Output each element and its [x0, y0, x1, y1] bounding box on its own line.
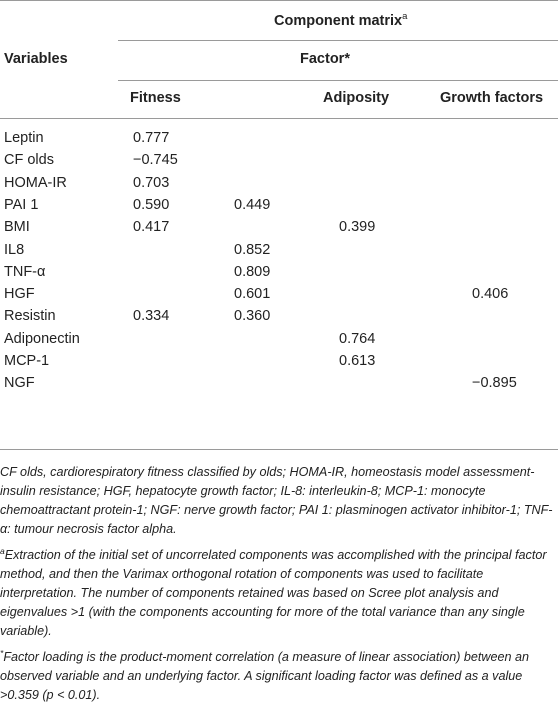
variable-name: Leptin [4, 130, 44, 146]
variables-heading: Variables [4, 51, 68, 67]
variable-name: Adiponectin [4, 330, 80, 347]
column-header-fitness: Fitness [130, 90, 181, 106]
variable-name: MCP-1 [4, 353, 50, 369]
column-header-adiposity: Adiposity [323, 90, 390, 106]
footnote-a: aExtraction of the initial set of uncorr… [0, 546, 547, 639]
component-matrix-heading: Component matrixa [274, 11, 408, 29]
variable-name: HGF [4, 286, 35, 303]
table-top-rule [0, 0, 558, 1]
loading-factor-2: 0.601 [234, 286, 271, 303]
table-bottom-rule [0, 449, 558, 450]
loading-factor-2: 0.852 [234, 241, 271, 258]
footnote-star: *Factor loading is the product-moment co… [0, 648, 530, 703]
heading-rule-1 [118, 40, 558, 41]
loading-fitness: 0.417 [133, 219, 170, 236]
loading-growth-factors: 0.406 [472, 286, 509, 303]
loading-factor-2: 0.809 [234, 263, 271, 280]
heading-rule-2 [118, 80, 558, 81]
loading-adiposity: 0.399 [339, 219, 376, 236]
variable-name: IL8 [4, 241, 25, 258]
loading-fitness: 0.334 [133, 308, 170, 325]
loading-fitness: 0.590 [133, 196, 170, 213]
footnote-abbreviations: CF olds, cardiorespiratory fitness class… [0, 465, 553, 536]
factor-heading: Factor* [300, 51, 350, 67]
loading-fitness: −0.745 [133, 152, 178, 169]
variable-name: HOMA-IR [4, 174, 67, 191]
variable-name: CF olds [4, 152, 54, 169]
column-header-growth-factors: Growth factors [440, 90, 544, 106]
loading-fitness: 0.777 [133, 130, 170, 146]
header-bottom-rule [0, 118, 558, 119]
loading-factor-2: 0.449 [234, 196, 271, 213]
variable-name: NGF [4, 375, 35, 392]
variable-name: TNF-α [4, 263, 46, 280]
loading-fitness: 0.703 [133, 174, 170, 191]
loading-growth-factors: −0.895 [472, 375, 517, 392]
table-footnotes: CF olds, cardiorespiratory fitness class… [0, 463, 556, 708]
loading-adiposity: 0.764 [339, 330, 376, 347]
loading-factor-2: 0.360 [234, 308, 271, 325]
loading-adiposity: 0.613 [339, 353, 376, 369]
variable-name: PAI 1 [4, 196, 39, 213]
variable-name: BMI [4, 219, 30, 236]
variable-name: Resistin [4, 308, 56, 325]
